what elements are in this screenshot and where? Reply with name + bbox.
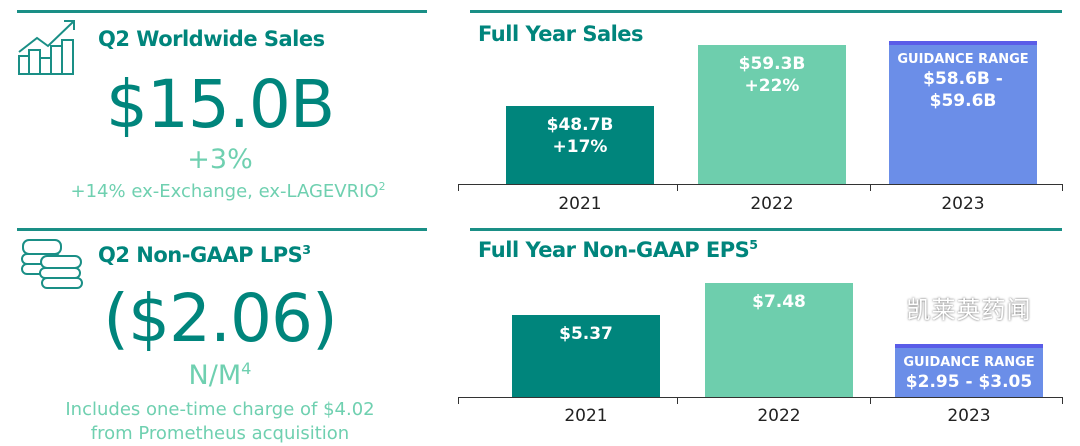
chart-title-sales: Full Year Sales <box>478 22 644 46</box>
q2-eps-value: ($2.06) <box>103 280 337 357</box>
q2-sales-growth: +3% <box>187 144 253 175</box>
x-tick <box>458 184 459 191</box>
bar-2021: $48.7B +17% <box>506 105 654 184</box>
data-label: $48.7B <box>546 114 614 135</box>
bar-2022: $59.3B +22% <box>698 45 846 184</box>
data-label: +22% <box>744 76 800 96</box>
q2-eps-growth: N/M4 <box>188 359 252 391</box>
x-tick <box>458 397 459 404</box>
divider <box>17 10 427 13</box>
x-tick <box>1062 397 1063 404</box>
data-label: $7.48 <box>752 292 806 313</box>
x-tick <box>1062 184 1063 191</box>
bar-2021: $5.37 <box>512 315 660 397</box>
x-tick <box>677 397 678 404</box>
q2-eps-title: Q2 Non-GAAP LPS3 <box>98 242 311 267</box>
x-tick-label: 2021 <box>564 406 608 426</box>
data-label: $58.6B - $59.6B <box>923 69 1003 111</box>
data-label: $2.95 - $3.05 <box>905 372 1033 392</box>
divider <box>470 10 1062 13</box>
x-tick-label: 2021 <box>558 194 602 214</box>
data-label: GUIDANCE RANGE <box>903 355 1035 370</box>
data-label: +17% <box>552 136 608 157</box>
chart-title-eps: Full Year Non-GAAP EPS5 <box>478 237 758 262</box>
bar-2023: GUIDANCE RANGE $58.6B - $59.6B <box>889 41 1037 184</box>
coins-icon <box>21 239 83 289</box>
bar-2022: $7.48 <box>705 283 853 397</box>
divider <box>17 228 427 231</box>
divider <box>470 228 1062 231</box>
watermark: 凯莱英药闻 <box>906 296 1032 324</box>
q2-eps-note-1: Includes one-time charge of $4.02 <box>65 399 375 420</box>
data-label: $59.3B <box>738 54 806 74</box>
growth-chart-icon <box>18 20 75 75</box>
x-tick <box>870 397 871 404</box>
data-label: GUIDANCE RANGE <box>897 52 1029 67</box>
x-tick-label: 2022 <box>750 194 794 214</box>
bar-2023: GUIDANCE RANGE $2.95 - $3.05 <box>895 344 1043 397</box>
x-axis <box>458 184 1063 185</box>
q2-eps-note-2: from Prometheus acquisition <box>90 423 350 444</box>
x-tick-label: 2023 <box>947 406 991 426</box>
q2-sales-value: $15.0B <box>105 66 335 143</box>
x-tick-label: 2022 <box>757 406 801 426</box>
x-tick-label: 2023 <box>941 194 985 214</box>
x-axis <box>458 397 1063 398</box>
q2-sales-title: Q2 Worldwide Sales <box>98 27 325 51</box>
x-tick <box>677 184 678 191</box>
q2-sales-note: +14% ex-Exchange, ex-LAGEVRIO2 <box>70 180 386 202</box>
data-label: $5.37 <box>559 324 613 345</box>
x-tick <box>870 184 871 191</box>
